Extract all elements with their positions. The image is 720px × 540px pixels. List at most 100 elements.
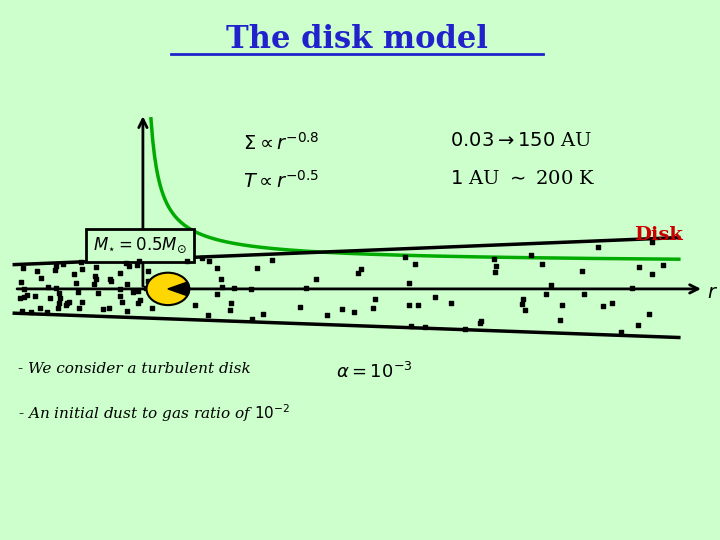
Point — [19, 284, 30, 293]
Point — [246, 315, 258, 323]
Point — [196, 254, 207, 262]
Point — [134, 295, 145, 304]
Point — [96, 305, 108, 314]
Point — [114, 292, 126, 301]
Point — [16, 307, 27, 315]
Point — [211, 264, 222, 272]
Point — [151, 284, 163, 293]
Point — [577, 267, 588, 275]
Point — [114, 269, 125, 278]
Point — [336, 305, 347, 313]
Point — [367, 303, 379, 312]
Point — [489, 267, 500, 276]
Text: $0.03 \rightarrow 150$ AU: $0.03 \rightarrow 150$ AU — [450, 132, 593, 150]
Point — [121, 279, 132, 288]
Point — [22, 290, 33, 299]
Point — [355, 265, 366, 273]
Point — [63, 298, 75, 306]
Point — [519, 306, 531, 314]
Point — [61, 298, 73, 307]
Point — [257, 310, 269, 319]
Point — [146, 304, 158, 313]
Text: $r$: $r$ — [708, 284, 719, 302]
Point — [203, 257, 215, 266]
Point — [266, 256, 278, 265]
Point — [412, 301, 423, 309]
Point — [140, 284, 152, 293]
Point — [127, 287, 138, 296]
Point — [607, 299, 618, 307]
Point — [420, 322, 431, 331]
Point — [58, 260, 69, 268]
Point — [32, 267, 43, 275]
Point — [634, 262, 645, 271]
Point — [14, 293, 25, 302]
Point — [53, 288, 65, 297]
Point — [646, 238, 657, 247]
Text: Disk: Disk — [634, 226, 683, 244]
Point — [30, 292, 41, 301]
Text: The disk model: The disk model — [226, 24, 488, 55]
Point — [410, 259, 421, 268]
Point — [50, 266, 61, 274]
Text: $\Sigma \propto r^{-0.8}$: $\Sigma \propto r^{-0.8}$ — [243, 132, 320, 154]
Point — [597, 302, 608, 310]
Point — [545, 280, 557, 289]
Point — [578, 290, 590, 299]
Point — [491, 261, 503, 270]
Point — [474, 318, 486, 327]
Point — [626, 284, 638, 292]
Text: $\alpha = 10^{-3}$: $\alpha = 10^{-3}$ — [336, 362, 413, 382]
Point — [26, 308, 37, 316]
Point — [60, 301, 72, 309]
Point — [517, 295, 528, 304]
Point — [644, 310, 655, 319]
Point — [352, 268, 364, 277]
Point — [592, 242, 603, 251]
Point — [541, 290, 552, 299]
Point — [55, 294, 66, 302]
Point — [42, 282, 54, 291]
Point — [16, 278, 27, 287]
Point — [50, 284, 62, 292]
Point — [429, 293, 441, 301]
Point — [92, 289, 104, 298]
Point — [215, 275, 227, 284]
Point — [225, 306, 236, 314]
Point — [300, 283, 312, 292]
Point — [657, 261, 669, 269]
Point — [489, 255, 500, 264]
Point — [45, 294, 56, 303]
Point — [121, 259, 132, 267]
Point — [526, 251, 537, 259]
Point — [42, 307, 53, 316]
Point — [647, 270, 658, 279]
Point — [405, 321, 417, 330]
Point — [90, 272, 102, 280]
Point — [536, 260, 548, 269]
Point — [475, 317, 487, 326]
Point — [70, 279, 81, 287]
Text: $M_{\star} = 0.5 M_{\odot}$: $M_{\star} = 0.5 M_{\odot}$ — [93, 236, 186, 255]
Point — [17, 264, 29, 273]
Point — [403, 301, 415, 309]
Point — [133, 257, 145, 266]
Text: $T \propto r^{-0.5}$: $T \propto r^{-0.5}$ — [243, 170, 319, 192]
Point — [225, 299, 236, 307]
Point — [124, 261, 135, 270]
Point — [228, 284, 240, 292]
Circle shape — [146, 273, 189, 305]
Point — [53, 303, 64, 312]
Point — [143, 266, 154, 275]
Point — [251, 264, 263, 272]
Point — [516, 299, 528, 308]
Point — [554, 316, 565, 325]
Point — [91, 263, 102, 272]
Point — [104, 275, 116, 284]
Point — [35, 304, 46, 313]
Point — [403, 279, 415, 288]
Point — [181, 257, 193, 266]
Point — [216, 283, 228, 292]
Point — [132, 299, 143, 308]
Point — [54, 299, 66, 307]
